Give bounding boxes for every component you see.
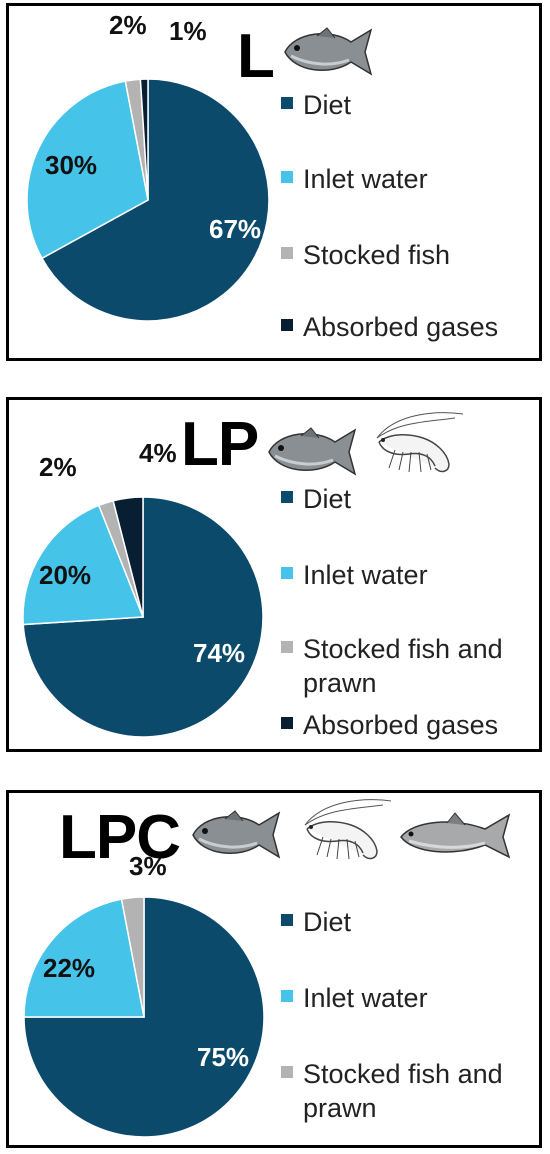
chart-title: LP	[181, 410, 259, 479]
legend-label: Stocked fish	[303, 240, 451, 270]
pie-slice-absorbed-gases	[139, 78, 149, 201]
prawn-icon	[304, 799, 392, 860]
legend-item: Stocked fish	[281, 238, 550, 272]
legend-item: Stocked fish and prawn	[281, 1057, 550, 1125]
legend-swatch	[281, 990, 293, 1002]
legend-item: Inlet water	[281, 558, 550, 592]
slice-data-label: 2%	[109, 10, 147, 40]
slice-data-label: 3%	[129, 851, 167, 881]
legend-swatch	[281, 567, 293, 579]
legend-swatch	[281, 491, 293, 503]
legend-swatch	[281, 641, 293, 653]
legend-item: Inlet water	[281, 162, 550, 196]
pie-chart-l: 67% 30% 2% 1%	[26, 10, 270, 322]
legend-item: Diet	[281, 905, 550, 939]
legend-label: Diet	[303, 484, 352, 514]
slice-data-label: 1%	[169, 16, 207, 46]
pie-slice-inlet-water	[26, 80, 149, 260]
pie-slice-diet	[40, 78, 270, 322]
legend-item: Diet	[281, 482, 550, 516]
pie-chart-lp: 74% 20% 2% 4%	[22, 438, 264, 738]
legend-label: Absorbed gases	[303, 710, 499, 740]
pie-slice-stocked-fish-and-prawn	[120, 896, 145, 1018]
chart-title: L	[237, 22, 275, 91]
legend-label: Diet	[303, 90, 352, 120]
pie-slice-absorbed-gases	[112, 496, 144, 618]
legend-label: Inlet water	[303, 164, 428, 194]
pie-slice-inlet-water	[22, 504, 145, 626]
legend-item: Diet	[281, 88, 550, 122]
legend-item: Absorbed gases	[281, 708, 550, 742]
chart-panel-lpc: 75% 22% 3% LPC Diet Inlet water Stocked fish…	[6, 790, 542, 1148]
legend-swatch	[281, 1066, 293, 1078]
slice-data-label: 20%	[39, 560, 91, 590]
chart-title: LPC	[59, 803, 181, 872]
legend-item: Stocked fish and prawn	[281, 632, 550, 700]
legend-swatch	[281, 914, 293, 926]
slice-data-label: 75%	[197, 1042, 249, 1072]
legend-label: Inlet water	[303, 983, 428, 1013]
slice-data-label: 22%	[43, 953, 95, 983]
legend-label: Stocked fish and prawn	[303, 1059, 503, 1123]
legend-item: Inlet water	[281, 981, 550, 1015]
legend-item: Absorbed gases	[281, 310, 550, 344]
legend-label: Stocked fish and prawn	[303, 634, 503, 698]
chart-panel-l: 67% 30% 2% 1% L Diet Inlet water Stocked fish…	[6, 3, 542, 361]
legend-swatch	[281, 97, 293, 109]
pie-slice-inlet-water	[23, 898, 145, 1018]
fish-icon	[192, 810, 281, 859]
carp-icon	[400, 812, 511, 859]
prawn-icon	[376, 412, 464, 473]
chart-panel-lp: 74% 20% 2% 4% LP Diet Inlet water Stocked fis…	[6, 397, 542, 752]
legend-label: Inlet water	[303, 560, 428, 590]
slice-data-label: 67%	[209, 214, 261, 244]
fish-icon	[284, 27, 373, 76]
legend-swatch	[281, 717, 293, 729]
slice-data-label: 2%	[39, 452, 77, 482]
slice-data-label: 30%	[45, 150, 97, 180]
slice-data-label: 4%	[139, 438, 177, 468]
pie-slice-diet	[23, 896, 265, 1138]
legend-swatch	[281, 247, 293, 259]
slice-data-label: 74%	[193, 638, 245, 668]
legend-label: Absorbed gases	[303, 312, 499, 342]
legend-swatch	[281, 319, 293, 331]
legend-label: Diet	[303, 907, 352, 937]
fish-icon	[268, 427, 357, 476]
pie-chart-lpc: 75% 22% 3%	[23, 851, 265, 1138]
legend-swatch	[281, 171, 293, 183]
